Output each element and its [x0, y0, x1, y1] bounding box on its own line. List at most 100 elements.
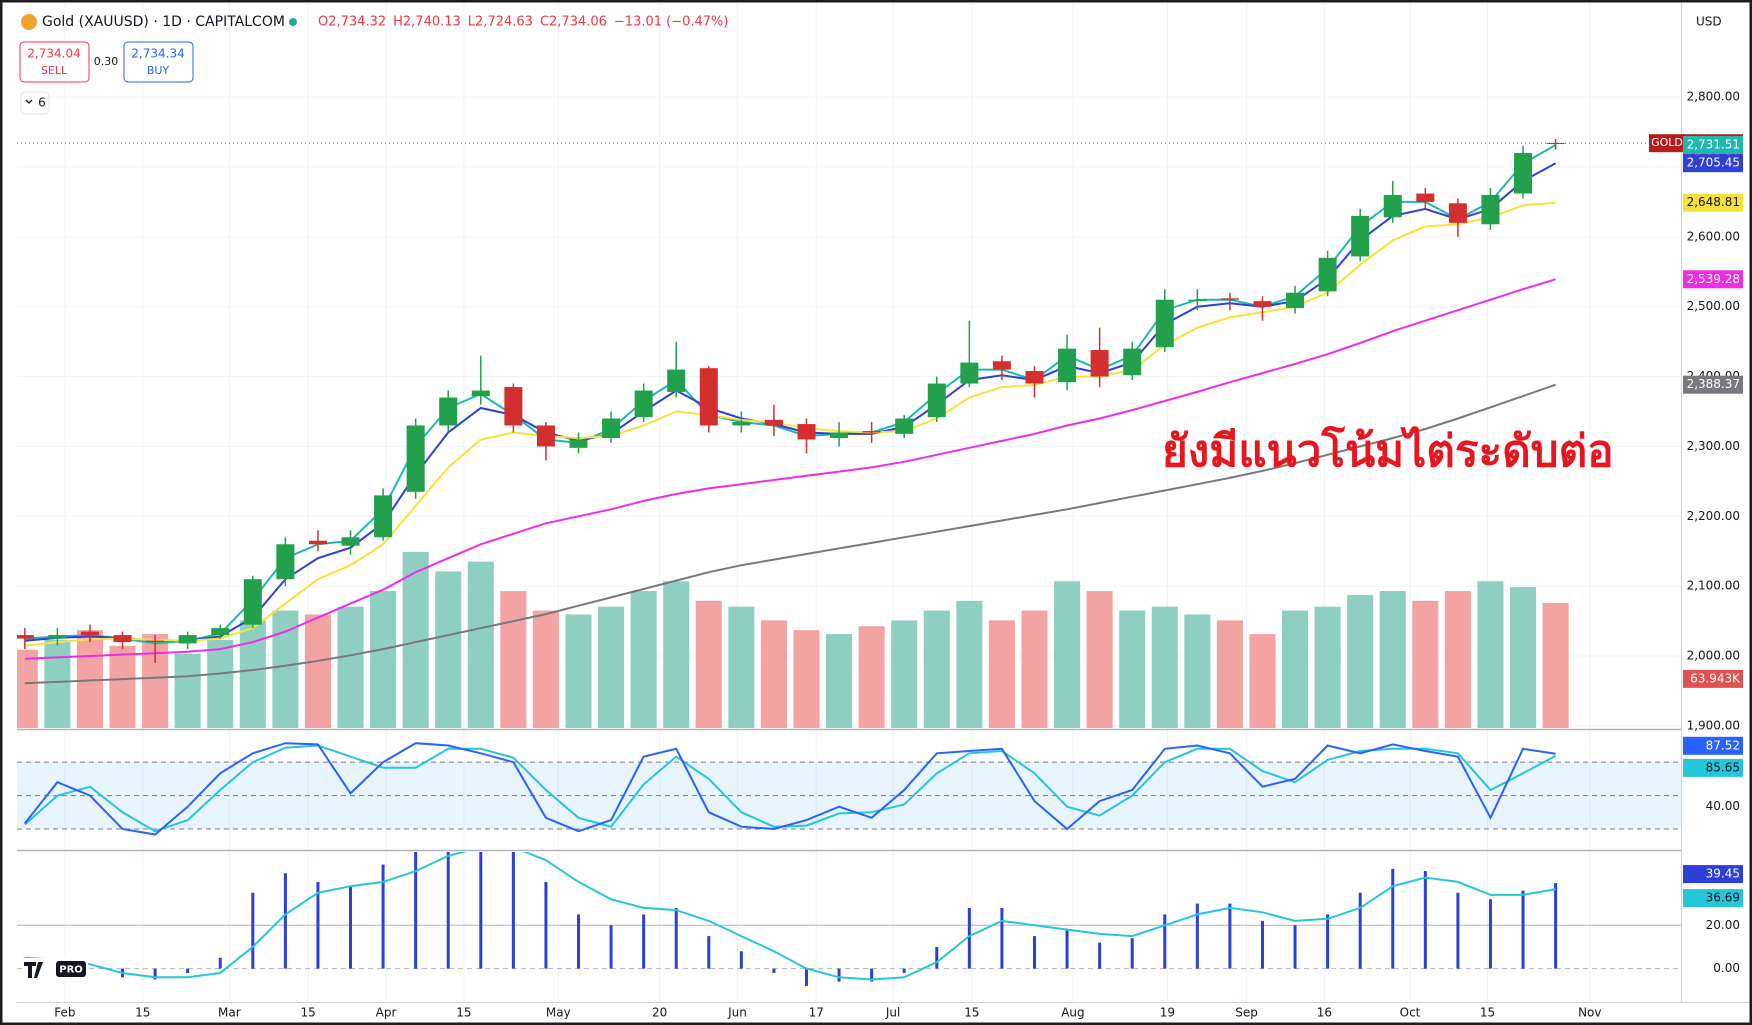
macd-histogram-bar [642, 914, 646, 969]
candle-body [536, 425, 555, 447]
volume-bar [1510, 587, 1537, 728]
market-status [289, 18, 297, 26]
volume-bar [337, 606, 364, 728]
currency[interactable]: USD [1696, 15, 1722, 29]
stoch-last-label-bg [1683, 736, 1743, 755]
macd-last-label-bg [1683, 889, 1743, 908]
macd-histogram-bar [967, 907, 971, 969]
stoch-tick-label: 40.00 [1706, 799, 1740, 813]
macd-last-label-bg [1683, 865, 1743, 884]
candle-body [1155, 299, 1174, 348]
y-tick-label: 2,500.00 [1687, 299, 1740, 313]
macd-histogram-bar [577, 914, 581, 969]
macd-histogram-bar [1423, 871, 1427, 969]
macd-histogram-bar [772, 968, 776, 973]
macd-histogram-bar [1000, 907, 1004, 969]
buy-price: 2,734.34 [131, 47, 184, 61]
ma-last-label-bg [1683, 135, 1743, 154]
ma-last-label: 2,705.45 [1687, 156, 1740, 170]
candle-body [960, 362, 979, 384]
candle-body [992, 361, 1011, 370]
x-tick-label: Apr [376, 1006, 397, 1020]
volume-bar [1021, 610, 1048, 728]
macd-histogram-bar [218, 957, 222, 969]
volume-bar [1444, 591, 1471, 728]
candle-body [308, 540, 327, 545]
x-tick-label: Nov [1578, 1006, 1601, 1020]
macd-histogram-bar [446, 852, 450, 969]
candle-body [732, 421, 751, 426]
volume-bar [1379, 591, 1406, 728]
candle-body [1448, 203, 1467, 223]
macd-histogram-bar [1293, 925, 1297, 969]
macd-histogram-bar [1488, 899, 1492, 969]
candle-body [374, 495, 393, 538]
candle-body [1416, 193, 1435, 202]
volume-bar [663, 581, 690, 728]
candle-body [178, 635, 197, 644]
macd-histogram-bar [1163, 914, 1167, 969]
moving-average [24, 278, 1556, 660]
volume-bar [858, 626, 885, 728]
annotation: ยังมีแนวโน้มไต่ระดับต่อ [1162, 424, 1614, 477]
macd-histogram-bar [153, 968, 157, 980]
x-tick-label: Mar [218, 1006, 241, 1020]
volume-bar [1054, 581, 1081, 728]
candle-body [895, 418, 914, 434]
spread: 0.30 [94, 55, 119, 68]
logo-mark [24, 962, 43, 978]
stoch-last-label-bg [1683, 758, 1743, 777]
macd-histogram-bar [609, 925, 613, 969]
macd-tick-label: 20.00 [1706, 918, 1740, 932]
x-tick-label: 16 [1317, 1006, 1332, 1020]
candle-body [927, 383, 946, 418]
volume-bar [1216, 620, 1243, 728]
y-tick-label: 2,200.00 [1687, 509, 1740, 523]
candle-body [797, 424, 816, 440]
volume-last-label-bg [1683, 669, 1743, 688]
candle-body [1286, 292, 1305, 309]
macd-histogram-bar [1032, 936, 1036, 969]
y-tick-label: 2,600.00 [1687, 229, 1740, 243]
macd-histogram-bar [1521, 890, 1525, 969]
macd-histogram-bar [1228, 903, 1232, 969]
candle-body [667, 369, 686, 392]
volume-bar [760, 620, 787, 728]
volume-last-label: 63.943K [1690, 671, 1741, 685]
macd-histogram-bar [707, 936, 711, 969]
volume-bar [1314, 606, 1341, 728]
macd-histogram-bar [1098, 942, 1102, 969]
sell-button[interactable] [19, 41, 90, 83]
ohlc-value: H2,740.13 [393, 15, 461, 30]
volume-bar [1086, 591, 1113, 728]
macd-histogram-bar [674, 907, 678, 969]
volume-bar [1151, 606, 1178, 728]
ma-last-label-bg [1683, 270, 1743, 289]
macd-histogram-bar [1358, 892, 1362, 969]
volume-bar [76, 630, 103, 728]
y-tick-label: 1,900.00 [1687, 718, 1740, 732]
candle-body [699, 368, 718, 426]
indicators-toggle[interactable] [20, 91, 50, 115]
chevron-icon [25, 99, 33, 104]
ma-last-label-bg [1683, 375, 1743, 394]
macd-last-label: 36.69 [1706, 891, 1740, 905]
macd-histogram-bar [349, 886, 353, 969]
volume-bar [1412, 600, 1439, 728]
candle-body [113, 635, 132, 643]
stoch-last-label: 85.65 [1706, 760, 1740, 774]
volume-bar [988, 620, 1015, 728]
buy-button[interactable] [123, 41, 194, 83]
ohlc-value: C2,734.06 [540, 15, 607, 30]
x-tick-label: 20 [652, 1006, 667, 1020]
x-tick-label: Jul [885, 1006, 900, 1020]
ma-last-label-bg [1683, 154, 1743, 173]
macd-histogram-bar [1260, 920, 1264, 969]
volume-bar [304, 614, 331, 728]
macd-histogram-bar [1195, 903, 1199, 969]
logo-badge [56, 961, 86, 977]
volume-bar [370, 591, 397, 728]
volume-bar [435, 571, 462, 728]
ohlc-value: O2,734.32 [318, 15, 386, 30]
